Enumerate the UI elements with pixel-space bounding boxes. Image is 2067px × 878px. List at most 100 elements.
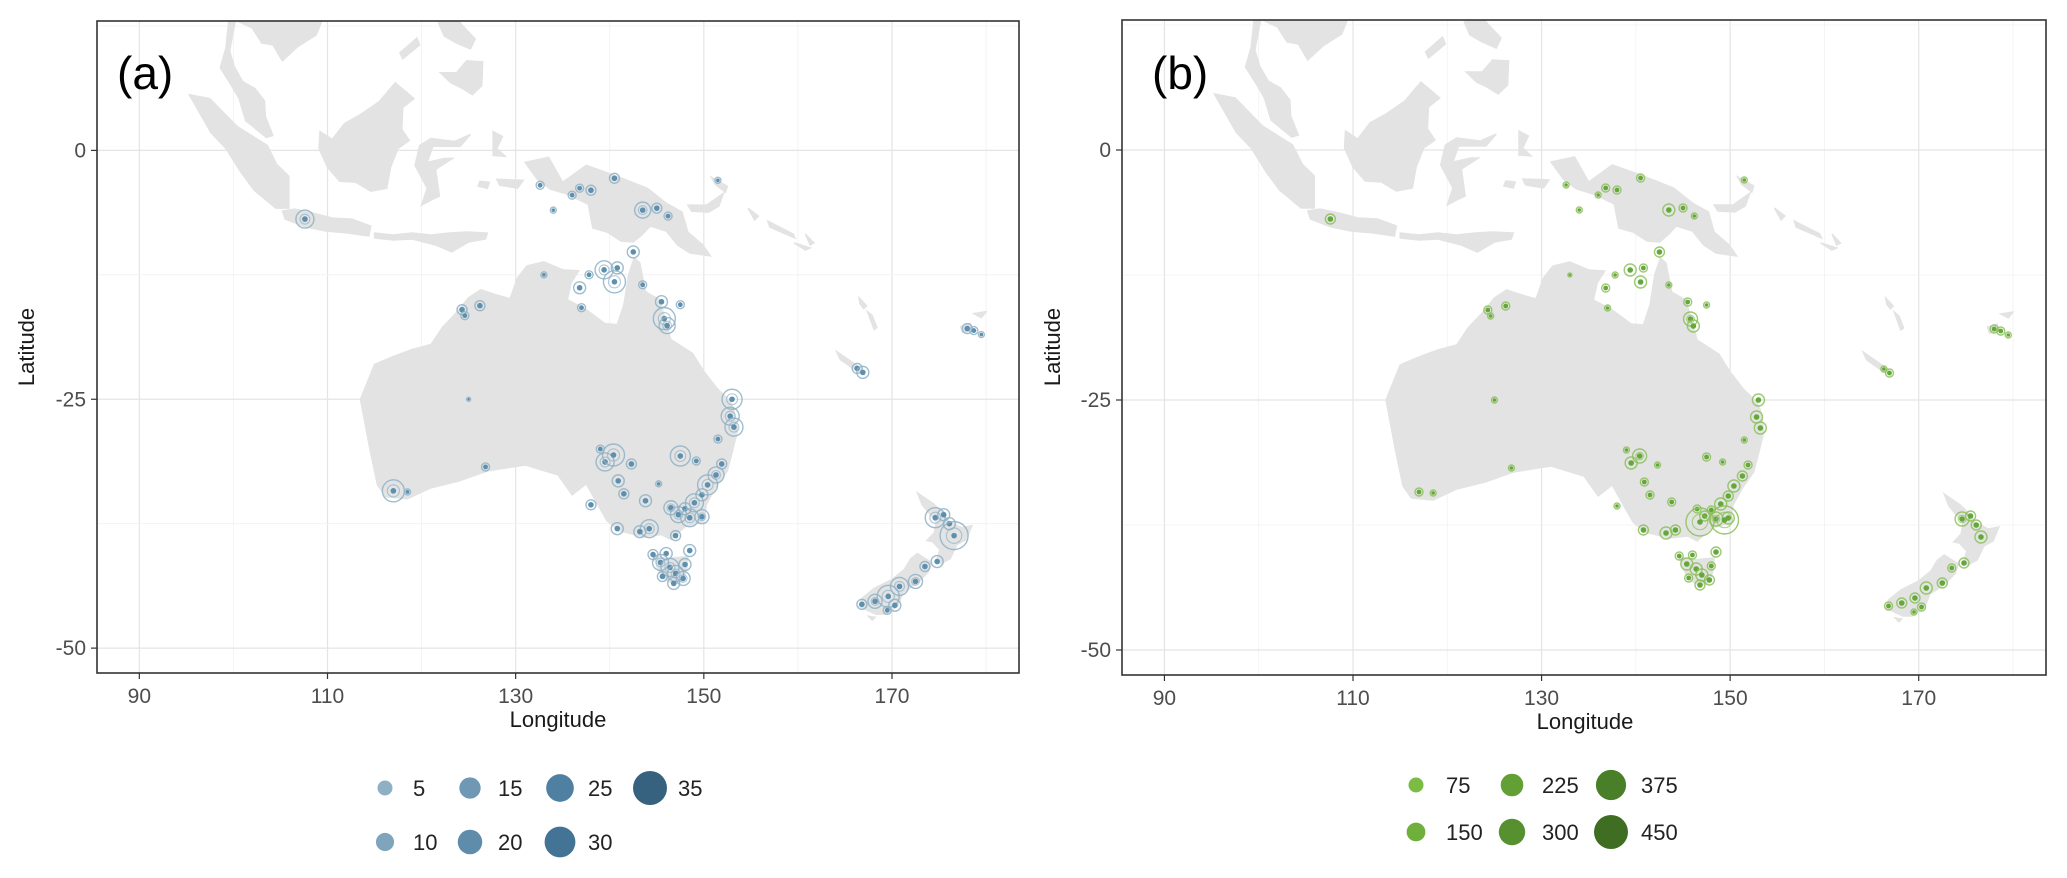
panel-b-point [1978, 534, 1984, 540]
panel-a-point-ring [856, 598, 868, 611]
panel-b-point [1991, 326, 1997, 332]
panel-a-point [637, 528, 643, 535]
panel-a-point [646, 525, 653, 532]
panel-a-point [872, 598, 878, 605]
panel-a-point-ring [720, 406, 740, 426]
panel-b-x-tick-label: 130 [1524, 687, 1559, 710]
panel-a-point-ring [660, 557, 680, 578]
panel-a-point [614, 525, 621, 532]
panel-b-point-ring [1740, 176, 1748, 184]
panel-b-point-ring [1964, 510, 1977, 522]
panel-a-point [390, 488, 397, 494]
panel-b-point-ring [1324, 213, 1337, 225]
panel-a-xlabel: Longitude [510, 707, 607, 732]
panel-a-point [670, 580, 677, 587]
panel-a-point [896, 583, 903, 590]
panel-b-point [1676, 553, 1682, 559]
panel-a-point-ring [930, 554, 944, 569]
panel-a: (a) 90 110 130 150 170 0 -25 -50 Longitude Lat… [14, 20, 1020, 858]
panel-b-point [1949, 565, 1955, 571]
panel-b-point [1745, 462, 1751, 468]
panel-b-point-ring [1486, 312, 1495, 320]
panel-b-point-ring [1666, 497, 1677, 507]
panel-b-point [1704, 454, 1709, 460]
panel-b-point-ring [1678, 203, 1688, 213]
panel-a-point-ring [654, 480, 663, 488]
panel-b-point [1641, 479, 1647, 485]
panel-b-point-ring [1727, 479, 1741, 493]
panel-a-point [537, 182, 543, 188]
panel-a-point [884, 607, 890, 613]
panel-b-point [1742, 438, 1747, 442]
panel-a-point-ring [595, 452, 615, 472]
panel-a-legend-key [544, 826, 576, 858]
panel-b-point [1596, 193, 1600, 197]
panel-b-point-ring [1743, 460, 1753, 470]
panel-b-point [1713, 549, 1719, 555]
panel-a-point-ring [939, 520, 969, 551]
panel-a-point-ring-inner [664, 561, 676, 573]
panel-a-point-ring-inner [606, 448, 621, 462]
panel-a-x-tick-label: 90 [128, 685, 151, 708]
panel-a-point-ring [535, 180, 545, 190]
panel-a-point [715, 436, 721, 442]
panel-a-point-ring-inner [728, 421, 740, 433]
panel-a-point-ring [907, 573, 924, 590]
panel-a-legend-label: 30 [588, 830, 612, 855]
panel-a-point-ring [721, 388, 743, 410]
panel-a-point-ring-inner [674, 449, 687, 463]
panel-a-legend-key [546, 774, 574, 802]
panel-b-legend-key [1406, 822, 1426, 842]
panel-b-y-ticks: 0 -25 -50 [1081, 139, 1122, 662]
panel-b-point [1919, 604, 1924, 610]
panel-a-point-ring [639, 518, 659, 539]
panel-a-point-ring [656, 570, 669, 583]
panel-b-point [1488, 314, 1493, 318]
panel-a-point-ring [658, 316, 676, 335]
panel-b-legend-key [1408, 777, 1424, 793]
panel-a-x-tick-label: 110 [311, 685, 344, 708]
panel-a-point-ring-inner [386, 484, 400, 498]
panel-a-point [656, 482, 661, 486]
panel-b-point-ring-inner [1635, 451, 1645, 461]
panel-a-point [951, 532, 957, 539]
panel-b-point-ring [1674, 551, 1684, 561]
panel-b-point [1967, 513, 1974, 519]
panel-b-point [1887, 370, 1892, 376]
panel-b-point-ring [1706, 561, 1716, 571]
panel-b-point-ring [1703, 574, 1716, 586]
panel-b-point [1628, 460, 1634, 466]
panel-a-point-ring [724, 417, 744, 437]
panel-b-point-ring [1884, 368, 1895, 378]
panel-a-point-ring [456, 303, 468, 316]
panel-b-point [1708, 507, 1714, 513]
panel-b-point [1959, 516, 1965, 522]
panel-b-point-ring [1623, 263, 1637, 277]
panel-b-legend-label: 450 [1641, 820, 1678, 845]
panel-b-point-ring [1575, 206, 1583, 214]
panel-a-point [979, 332, 984, 337]
panel-b-point-ring [1631, 448, 1648, 464]
panel-a-y-tick-label: -50 [56, 637, 86, 660]
panel-b-point-ring [1611, 271, 1619, 279]
panel-a-x-tick-label: 170 [874, 685, 909, 708]
panel-b-y-tick-label: -25 [1081, 389, 1111, 412]
panel-a-point-ring [713, 434, 723, 444]
panel-b-point [1708, 563, 1714, 569]
panel-a-point-ring [691, 456, 701, 466]
panel-b-point-ring-inner [1686, 314, 1695, 324]
panel-b-point-ring [1694, 579, 1706, 591]
panel-b-point [1638, 175, 1643, 181]
panel-b-point [1637, 279, 1644, 285]
panel-b-point [1720, 460, 1725, 464]
panel-a-point [859, 601, 865, 608]
panel-a-point-ring [675, 299, 686, 310]
panel-a-point [892, 602, 898, 609]
panel-b-point [1704, 303, 1709, 307]
panel-b-point [1699, 572, 1705, 578]
panel-b-point [1564, 183, 1568, 187]
panel-b-frame [1121, 19, 2047, 676]
panel-b-point-ring [1635, 173, 1646, 183]
panel-a-point-ring-inner [637, 205, 648, 216]
panel-a-point [718, 461, 725, 467]
